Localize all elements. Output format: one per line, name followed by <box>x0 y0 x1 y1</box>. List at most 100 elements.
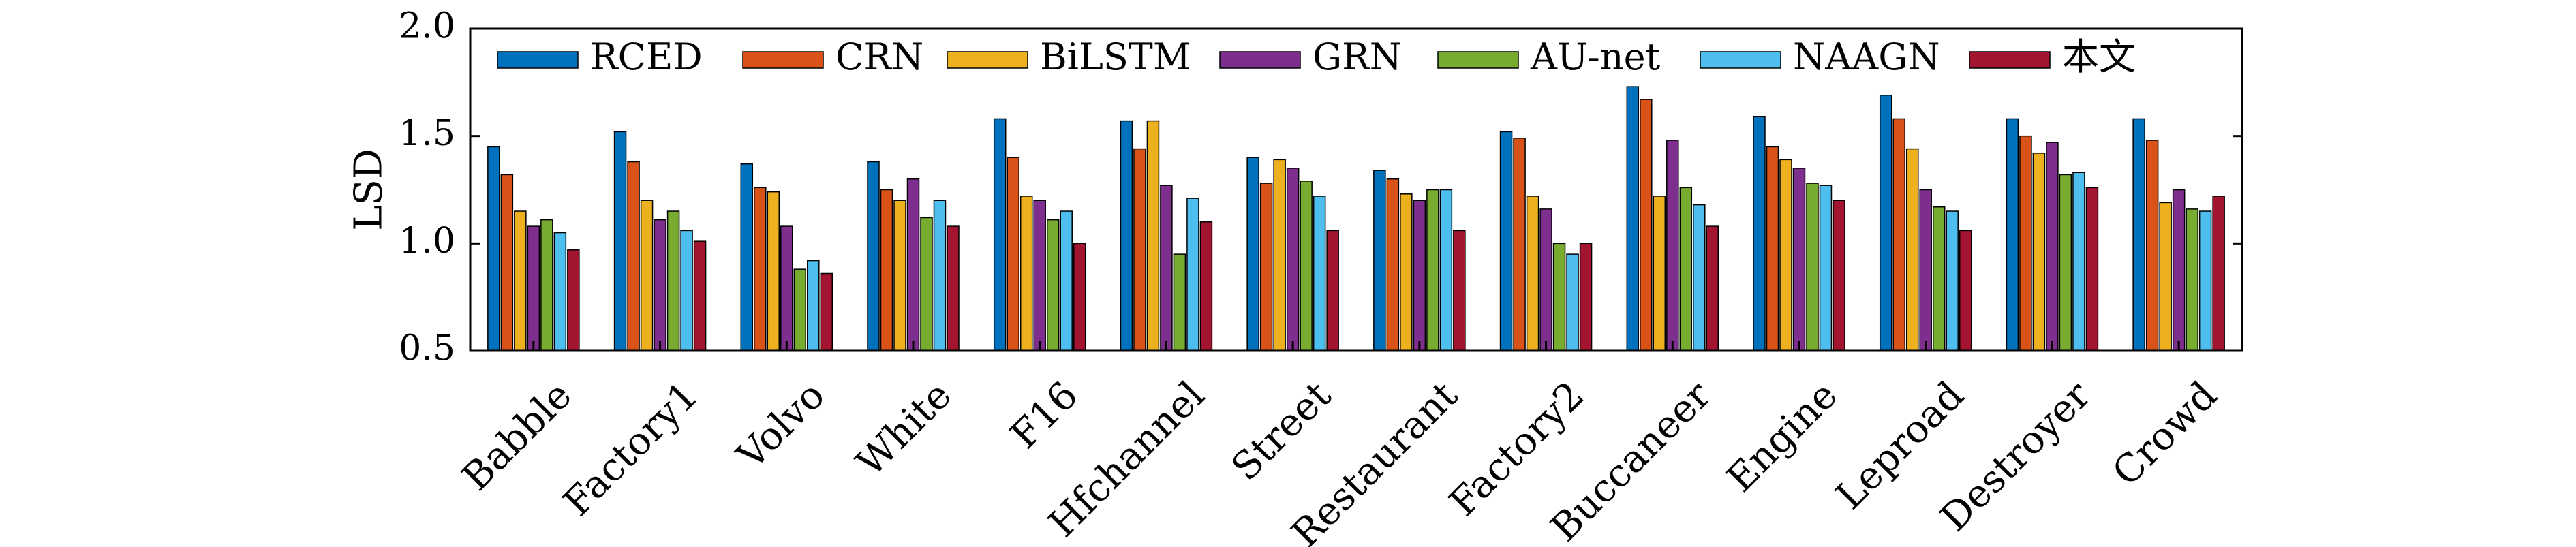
bar-9-6 <box>1706 225 1719 351</box>
bar-13-3 <box>2172 189 2186 351</box>
bar-4-4 <box>1046 219 1060 351</box>
bar-13-0 <box>2132 118 2145 351</box>
bar-4-0 <box>993 118 1007 351</box>
bar-8-5 <box>1566 253 1579 351</box>
bar-7-1 <box>1386 178 1400 351</box>
bar-3-1 <box>880 189 893 351</box>
bar-10-5 <box>1819 185 1833 351</box>
bar-9-1 <box>1640 99 1653 351</box>
bar-7-5 <box>1439 189 1453 351</box>
legend-label-0: RCED <box>590 35 703 78</box>
bar-6-5 <box>1313 196 1326 351</box>
bar-6-1 <box>1259 183 1273 351</box>
bar-13-2 <box>2159 202 2172 351</box>
bar-7-3 <box>1413 200 1426 351</box>
bar-1-2 <box>640 200 654 351</box>
bar-10-1 <box>1766 146 1779 351</box>
bar-3-5 <box>933 200 947 351</box>
bar-5-4 <box>1173 253 1186 351</box>
bar-0-1 <box>500 174 514 351</box>
bar-5-0 <box>1120 120 1133 351</box>
bar-2-6 <box>820 272 833 351</box>
bar-0-6 <box>567 249 580 351</box>
x-tick-label: Crowd <box>2104 373 2226 495</box>
bar-2-3 <box>780 225 793 351</box>
bar-13-5 <box>2198 210 2212 351</box>
bar-9-4 <box>1679 187 1693 351</box>
bar-5-5 <box>1186 198 1199 351</box>
bar-10-2 <box>1779 159 1792 351</box>
bar-3-3 <box>906 178 920 351</box>
bar-4-1 <box>1007 157 1019 351</box>
bar-13-1 <box>2145 140 2159 351</box>
bar-0-5 <box>553 232 567 351</box>
bar-7-4 <box>1426 189 1439 351</box>
bar-11-1 <box>1892 118 1905 351</box>
bar-8-1 <box>1513 138 1526 351</box>
legend-swatch-2 <box>947 51 1028 69</box>
bar-11-3 <box>1919 189 1932 351</box>
x-tick-label: F16 <box>1002 373 1087 458</box>
legend-swatch-1 <box>742 51 824 69</box>
bar-11-5 <box>1946 210 1959 351</box>
bar-9-2 <box>1653 196 1666 351</box>
bar-3-0 <box>867 161 880 351</box>
bar-8-3 <box>1539 208 1552 351</box>
bar-10-0 <box>1753 116 1766 351</box>
bar-13-6 <box>2212 196 2225 351</box>
legend-label-3: GRN <box>1313 35 1402 78</box>
x-tick-label: Street <box>1223 373 1340 489</box>
bar-8-4 <box>1552 243 1566 351</box>
bar-11-4 <box>1932 206 1946 351</box>
legend-label-2: BiLSTM <box>1040 35 1191 78</box>
bar-5-2 <box>1146 120 1160 351</box>
x-tick-label: Factory1 <box>555 373 707 525</box>
bar-11-2 <box>1905 148 1919 351</box>
bar-11-0 <box>1879 95 1892 351</box>
legend-swatch-0 <box>497 51 579 69</box>
bar-6-3 <box>1286 168 1300 351</box>
bar-9-0 <box>1626 86 1640 351</box>
legend-label-4: AU-net <box>1530 35 1661 78</box>
bar-2-4 <box>793 268 807 351</box>
plot-frame <box>469 27 2243 352</box>
bar-3-6 <box>947 225 960 351</box>
bar-12-0 <box>2006 118 2019 351</box>
bar-4-3 <box>1033 200 1046 351</box>
bar-4-5 <box>1060 210 1073 351</box>
bar-6-2 <box>1273 159 1286 351</box>
legend-swatch-5 <box>1700 51 1781 69</box>
bar-2-0 <box>740 163 754 351</box>
y-axis-ticks: 0.5 1.0 1.5 2.0 <box>399 6 2242 369</box>
bar-5-3 <box>1160 185 1173 351</box>
bar-0-4 <box>540 219 553 351</box>
y-tick-label: 1.5 <box>399 113 455 154</box>
bar-12-6 <box>2085 187 2099 351</box>
bar-13-4 <box>2186 208 2198 351</box>
bar-0-2 <box>514 210 527 351</box>
bar-1-4 <box>666 210 680 351</box>
bar-12-2 <box>2032 153 2046 351</box>
bar-1-3 <box>654 219 666 351</box>
bar-4-6 <box>1073 243 1086 351</box>
legend-swatch-4 <box>1437 51 1519 69</box>
bar-6-0 <box>1246 157 1259 351</box>
bar-1-6 <box>693 240 707 351</box>
bar-3-4 <box>920 217 933 351</box>
bar-10-4 <box>1806 183 1819 351</box>
legend-label-1: CRN <box>835 35 923 78</box>
bar-10-6 <box>1833 200 1845 351</box>
legend-swatch-6 <box>1969 51 2051 69</box>
bar-7-6 <box>1453 230 1466 351</box>
bar-10-3 <box>1792 168 1806 351</box>
bar-8-6 <box>1579 243 1593 351</box>
bar-8-0 <box>1499 131 1513 351</box>
legend-swatch-3 <box>1219 51 1301 69</box>
bar-6-6 <box>1326 230 1339 351</box>
bar-2-1 <box>754 187 767 351</box>
bar-7-2 <box>1400 193 1413 351</box>
bar-12-1 <box>2019 135 2032 351</box>
bars-layer <box>487 86 2225 351</box>
